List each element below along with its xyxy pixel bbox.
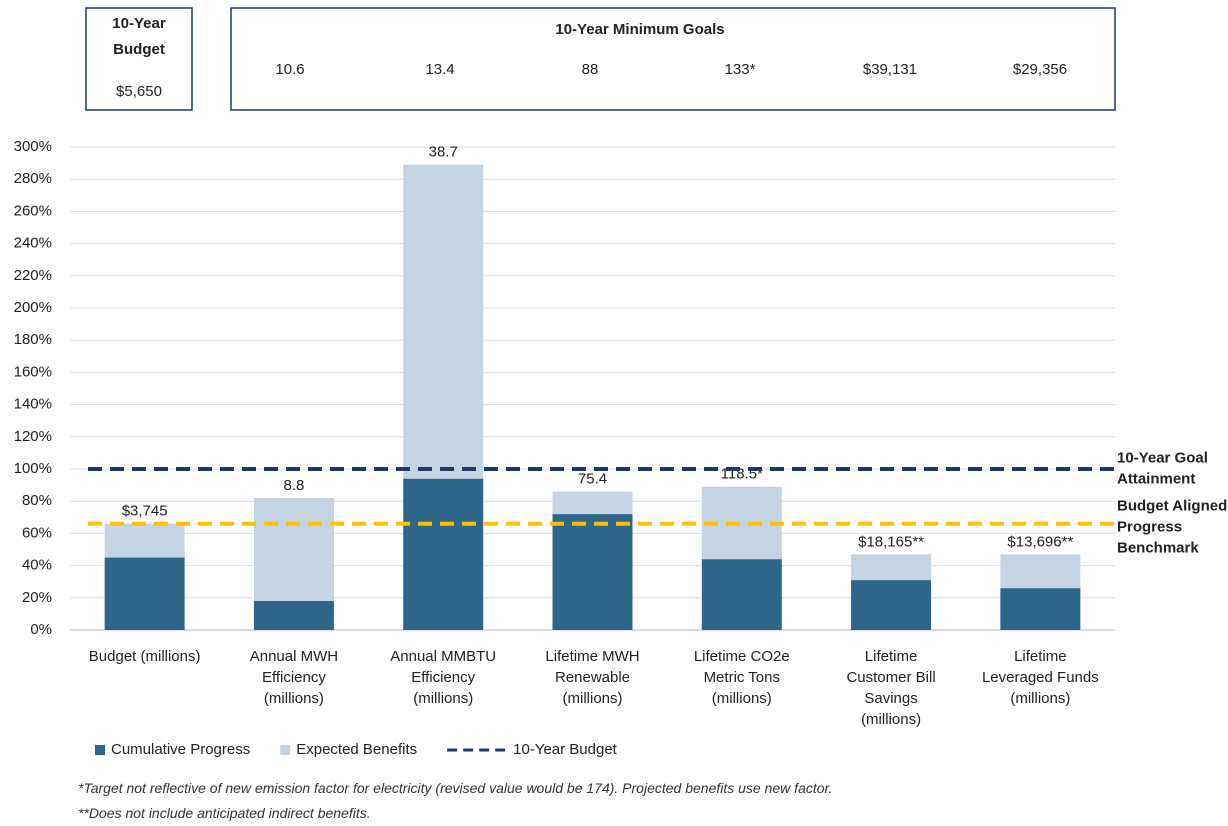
footnote: *Target not reflective of new emission f… xyxy=(78,780,833,796)
y-tick-label: 200% xyxy=(14,299,52,316)
budget-title: 10-Year Budget xyxy=(112,15,166,58)
legend-label: Cumulative Progress xyxy=(111,741,250,758)
goal-value: $39,131 xyxy=(863,61,917,78)
bar-segment xyxy=(552,514,633,630)
goals-box xyxy=(230,7,1116,111)
y-tick-label: 60% xyxy=(22,524,52,541)
budget-box xyxy=(85,7,193,111)
bar-label: 8.8 xyxy=(283,477,304,494)
bar-segment xyxy=(403,478,484,630)
legend-label: 10-Year Budget xyxy=(513,741,618,758)
bar-segment xyxy=(1000,588,1081,630)
bar-segment xyxy=(1000,554,1081,589)
x-tick-label: Lifetime MWH Renewable (millions) xyxy=(545,648,640,707)
bar-segment xyxy=(104,557,185,630)
legend-swatch xyxy=(95,745,105,755)
bar-segment xyxy=(253,497,334,602)
bar-segment xyxy=(104,523,185,558)
bar-label: $18,165** xyxy=(858,533,924,550)
footnote: **Does not include anticipated indirect … xyxy=(78,805,371,821)
line-annotation: Budget Aligned Progress Benchmark xyxy=(1117,498,1227,557)
x-tick-label: Lifetime Leveraged Funds (millions) xyxy=(981,648,1099,707)
y-tick-label: 300% xyxy=(14,138,52,155)
bar-segment xyxy=(552,491,633,515)
x-tick-label: Annual MMBTU Efficiency (millions) xyxy=(390,648,497,707)
y-tick-label: 140% xyxy=(14,396,52,413)
goal-value: $29,356 xyxy=(1013,61,1067,78)
budget-value: $5,650 xyxy=(116,83,162,100)
bar-label: 38.7 xyxy=(429,144,458,161)
bar-label: $13,696** xyxy=(1007,533,1073,550)
y-tick-label: 100% xyxy=(14,460,52,477)
y-tick-label: 180% xyxy=(14,331,52,348)
y-tick-label: 120% xyxy=(14,428,52,445)
x-tick-label: Lifetime Customer Bill Savings (millions… xyxy=(846,648,936,728)
bar-segment xyxy=(701,559,782,630)
goal-value: 10.6 xyxy=(275,61,304,78)
bar-segment xyxy=(851,580,932,630)
bar-segment xyxy=(253,601,334,630)
y-tick-label: 220% xyxy=(14,267,52,284)
y-tick-label: 260% xyxy=(14,202,52,219)
y-tick-label: 40% xyxy=(22,557,52,574)
goal-value: 133* xyxy=(725,61,756,78)
y-tick-label: 280% xyxy=(14,170,52,187)
goal-value: 13.4 xyxy=(425,61,454,78)
y-tick-label: 240% xyxy=(14,235,52,252)
y-tick-label: 80% xyxy=(22,492,52,509)
goal-value: 88 xyxy=(582,61,599,78)
y-tick-label: 160% xyxy=(14,363,52,380)
y-tick-label: 20% xyxy=(22,589,52,606)
x-tick-label: Lifetime CO2e Metric Tons (millions) xyxy=(693,648,790,707)
y-tick-label: 0% xyxy=(30,621,52,638)
bar-label: 75.4 xyxy=(578,471,607,488)
goals-title: 10-Year Minimum Goals xyxy=(555,21,724,38)
bar-segment xyxy=(403,164,484,479)
legend-swatch xyxy=(280,745,291,755)
bar-segment xyxy=(851,554,932,581)
legend-label: Expected Benefits xyxy=(296,741,417,758)
x-tick-label: Annual MWH Efficiency (millions) xyxy=(249,648,339,707)
bar-label: $3,745 xyxy=(122,503,168,520)
x-tick-label: Budget (millions) xyxy=(88,648,201,665)
line-annotation: 10-Year Goal Attainment xyxy=(1117,449,1208,487)
